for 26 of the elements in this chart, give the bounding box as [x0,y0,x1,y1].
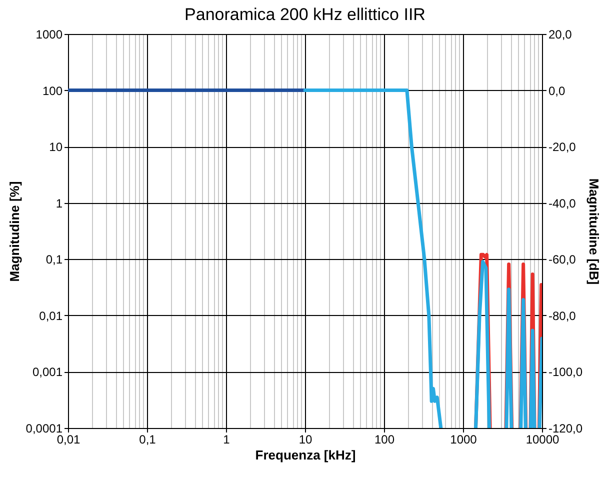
y-tick-label: 0,0001 [26,422,63,436]
y2-axis-title: Magnitudine [dB] [586,178,602,285]
y-tick-label: 1 [56,196,63,210]
y-tick-label: 1000 [36,28,63,42]
y-tick-label: 0,1 [46,252,63,267]
x-tick-label: 10000 [526,432,560,446]
y-axis-title: Magnitudine [%] [6,181,22,282]
y2-tick-label: -20,0 [548,140,576,154]
x-tick-label: 1 [223,432,230,446]
x-axis-title: Frequenza [kHz] [255,448,356,462]
y2-tick-label: -40,0 [548,196,576,210]
y-tick-label: 10 [49,140,63,154]
y2-tick-label: -60,0 [548,252,576,267]
x-tick-label: 100 [374,432,395,446]
x-tick-label: 10 [298,432,312,446]
y2-tick-label: 0,0 [548,84,566,98]
y2-tick-label: 20,0 [548,28,572,42]
y2-tick-label: -120,0 [548,422,583,436]
x-tick-label: 1000 [450,432,478,446]
y-tick-label: 100 [42,84,63,98]
x-tick-label: 0,1 [139,432,156,446]
y-tick-label: 0,01 [39,308,63,323]
chart-title: Panoramica 200 kHz ellittico IIR [184,5,426,24]
y2-tick-label: -100,0 [548,365,583,380]
y-tick-label: 0,001 [32,365,63,380]
y2-tick-label: -80,0 [548,308,576,323]
